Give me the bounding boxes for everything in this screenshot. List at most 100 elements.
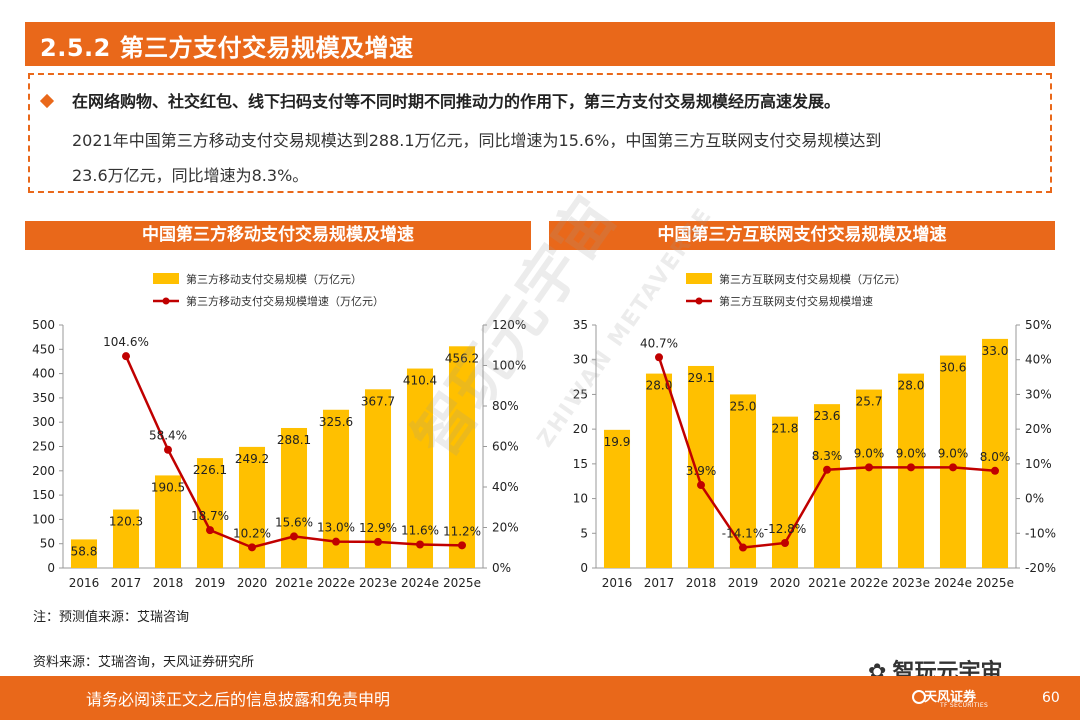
growth-value-label: 9.0% [854,446,885,460]
bar [406,368,434,568]
x-tick-label: 2020 [770,576,801,590]
growth-point [781,539,789,548]
growth-value-label: 11.2% [443,524,481,538]
y-left-tick-label: 15 [573,457,588,471]
y-right-tick-label: 60% [492,440,519,454]
legend-line-label: 第三方互联网支付交易规模增速 [719,294,873,308]
growth-value-label: 8.0% [980,450,1011,464]
bar [154,475,182,568]
bar-value-label: 249.2 [235,452,269,466]
legend-bar-label: 第三方移动支付交易规模（万亿元） [186,272,362,286]
chart-internet-payment: 第三方互联网支付交易规模（万亿元）第三方互联网支付交易规模增速051015202… [573,272,1056,590]
x-tick-label: 2022e [850,576,888,590]
legend-bar-swatch [153,273,179,284]
y-left-tick-label: 0 [580,561,588,575]
x-tick-label: 2024e [401,576,439,590]
forecast-note: 注：预测值来源：艾瑞咨询 [33,610,190,625]
y-left-tick-label: 200 [32,464,55,478]
bar-value-label: 25.7 [856,395,883,409]
footer-disclaimer[interactable]: 请务必阅读正文之后的信息披露和免责申明 [86,690,391,709]
x-tick-label: 2017 [111,576,142,590]
legend-line-marker [695,297,703,305]
growth-point [206,526,214,535]
y-right-tick-label: 30% [1025,387,1052,401]
y-left-tick-label: 10 [573,492,588,506]
x-tick-label: 2021e [808,576,846,590]
y-left-tick-label: 350 [32,391,55,405]
x-tick-label: 2022e [317,576,355,590]
growth-value-label: 58.4% [149,429,187,443]
growth-point [697,481,705,490]
x-tick-label: 2019 [728,576,759,590]
bar-value-label: 23.6 [814,409,841,423]
growth-point [374,537,382,546]
y-left-tick-label: 150 [32,488,55,502]
summary-box [28,73,1052,193]
y-right-tick-label: 100% [492,359,526,373]
growth-point [739,543,747,552]
growth-value-label: -12.8% [764,522,806,536]
page-number: 60 [1042,690,1060,706]
title-bar [25,22,1055,66]
y-left-tick-label: 5 [580,526,588,540]
y-right-tick-label: -10% [1025,526,1056,540]
y-right-tick-label: 80% [492,399,519,413]
bar [448,346,476,568]
y-right-tick-label: 20% [1025,422,1052,436]
bar-value-label: 33.0 [982,344,1009,358]
bar-value-label: 226.1 [193,463,227,477]
bar [280,427,308,568]
data-source: 资料来源：艾瑞咨询，天风证券研究所 [33,655,255,670]
growth-value-label: 9.0% [896,446,927,460]
y-left-tick-label: 50 [40,537,55,551]
growth-point [949,463,957,472]
summary-line-1: 在网络购物、社交红包、线下扫码支付等不同时期不同推动力的作用下，第三方支付交易规… [72,92,841,111]
legend-bar-swatch [686,273,712,284]
growth-value-label: -14.1% [722,527,764,541]
summary-line-3: 23.6万亿元，同比增速为8.3%。 [72,166,309,185]
x-tick-label: 2025e [443,576,481,590]
growth-point [865,463,873,472]
logo-name: 天风证券 [924,690,977,705]
x-tick-label: 2021e [275,576,313,590]
legend-line-label: 第三方移动支付交易规模增速（万亿元） [186,294,384,308]
growth-point [332,537,340,546]
y-left-tick-label: 450 [32,342,55,356]
growth-value-label: 15.6% [275,515,313,529]
growth-point [823,465,831,474]
growth-point [458,541,466,550]
x-tick-label: 2024e [934,576,972,590]
bar-value-label: 410.4 [403,374,437,388]
footer-bar [0,676,1080,720]
bar [687,365,715,568]
logo-subtitle: TF SECURITIES [940,702,989,709]
y-left-tick-label: 0 [47,561,55,575]
growth-value-label: 11.6% [401,524,439,538]
growth-point [164,445,172,454]
chart-title-mobile: 中国第三方移动支付交易规模及增速 [25,221,531,250]
y-left-tick-label: 500 [32,318,55,332]
bar [70,539,98,568]
bar-value-label: 28.0 [646,379,673,393]
y-right-tick-label: 40% [492,480,519,494]
bar-value-label: 367.7 [361,394,395,408]
bar-value-label: 288.1 [277,433,311,447]
bar-value-label: 456.2 [445,351,479,365]
bar-value-label: 190.5 [151,480,185,494]
y-right-tick-label: -20% [1025,561,1056,575]
growth-point [655,353,663,362]
y-right-tick-label: 10% [1025,457,1052,471]
bar [112,509,140,568]
growth-point [991,466,999,475]
y-left-tick-label: 250 [32,440,55,454]
bar-value-label: 21.8 [772,422,799,436]
y-right-tick-label: 40% [1025,353,1052,367]
bar [855,389,883,568]
y-left-tick-label: 35 [573,318,588,332]
x-tick-label: 2020 [237,576,268,590]
bar [981,338,1009,568]
chart-mobile-payment: 第三方移动支付交易规模（万亿元） 第三方移动支付交易规模增速（万亿元） 0 50 100… [32,272,526,590]
bar-value-label: 58.8 [71,544,98,558]
growth-point [122,352,130,361]
growth-value-label: 9.0% [938,446,969,460]
